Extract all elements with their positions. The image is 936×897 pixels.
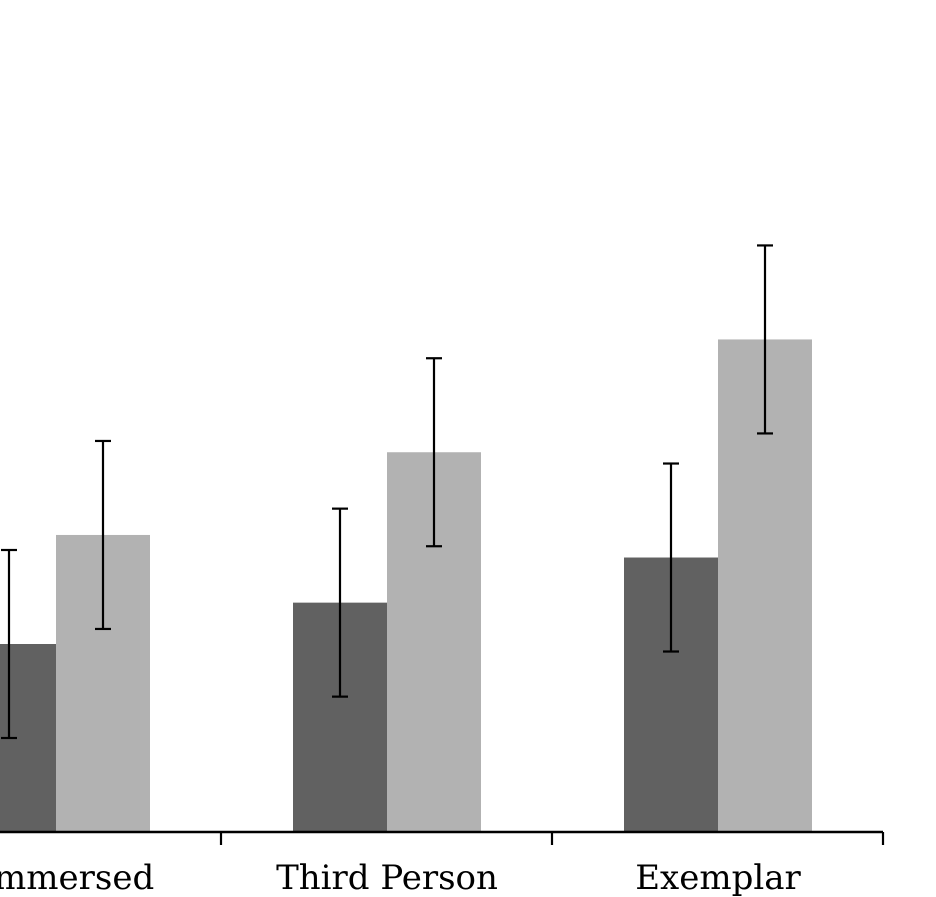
bars-layer (0, 339, 812, 832)
error-bars-layer (1, 244, 773, 740)
x-axis-labels: f-Immersed Third Person Exemplar (0, 858, 801, 897)
error-bar-series2-1 (95, 439, 111, 631)
error-bar-series1-1 (1, 548, 17, 740)
x-tick-label-2: Third Person (276, 858, 498, 897)
x-tick-label-3: Exemplar (635, 858, 801, 897)
x-axis-ticks (219, 832, 885, 845)
x-tick-label-1: f-Immersed (0, 858, 154, 897)
error-bar-series2-2 (426, 357, 442, 548)
error-bar-series2-3 (757, 244, 773, 435)
error-bar-series1-2 (332, 507, 348, 698)
error-bar-series1-3 (663, 462, 679, 653)
